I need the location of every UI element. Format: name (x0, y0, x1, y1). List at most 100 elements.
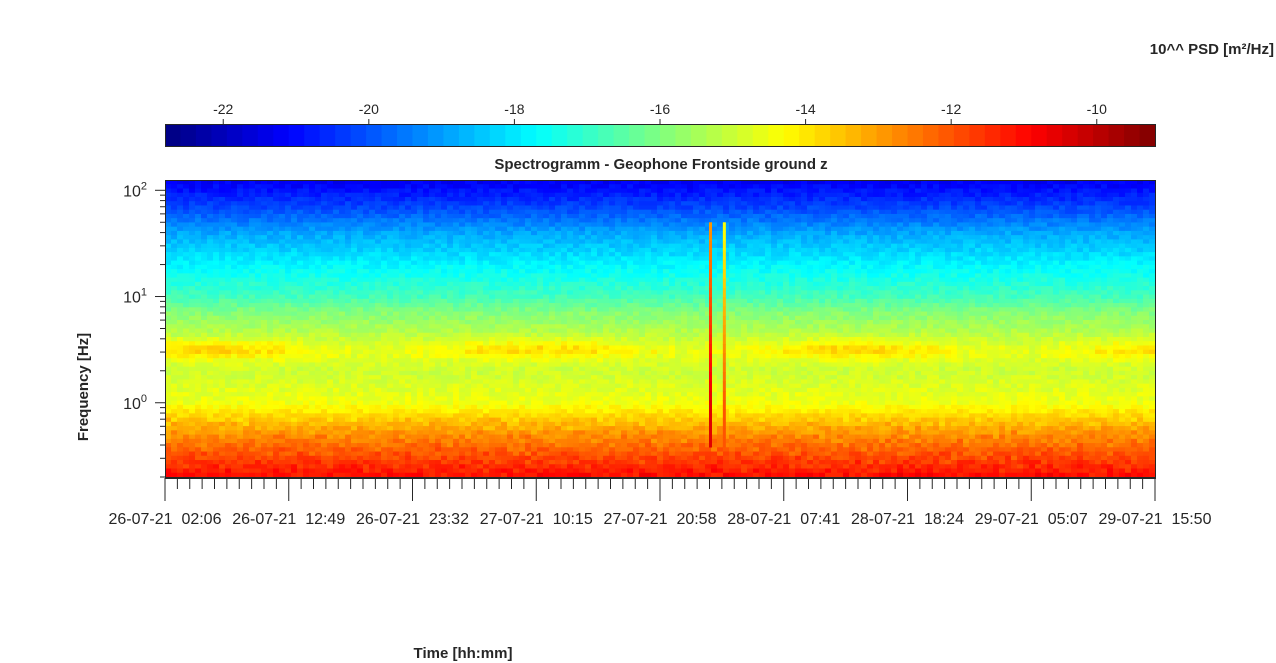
spectrogram-cell (675, 226, 682, 232)
spectrogram-cell (633, 286, 640, 291)
spectrogram-cell (1137, 298, 1144, 304)
spectrogram-cell (729, 230, 736, 236)
spectrogram-cell (1137, 188, 1144, 194)
spectrogram-cell (219, 277, 226, 283)
spectrogram-cell (693, 222, 700, 228)
spectrogram-cell (285, 260, 292, 266)
spectrogram-cell (825, 303, 832, 308)
spectrogram-cell (807, 205, 814, 211)
spectrogram-cell (249, 239, 256, 245)
spectrogram-cell (915, 230, 922, 236)
spectrogram-cell (639, 222, 646, 228)
spectrogram-cell (681, 273, 688, 279)
spectrogram-cell (597, 201, 604, 206)
spectrogram-cell (855, 188, 862, 194)
spectrogram-cell (399, 230, 406, 236)
spectrogram-cell (783, 281, 790, 287)
spectrogram-cell (399, 196, 406, 202)
spectrogram-cell (909, 180, 916, 185)
spectrogram-cell (231, 235, 238, 240)
spectrogram-cell (669, 239, 676, 245)
spectrogram-cell (693, 247, 700, 253)
spectrogram-cell (1047, 286, 1054, 291)
spectrogram-cell (855, 269, 862, 274)
spectrogram-cell (663, 256, 670, 262)
spectrogram-cell (615, 226, 622, 232)
spectrogram-cell (867, 192, 874, 198)
spectrogram-cell (249, 218, 256, 223)
spectrogram-cell (897, 196, 904, 202)
spectrogram-cell (1059, 243, 1066, 249)
spectrogram-cell (249, 222, 256, 228)
spectrogram-cell (237, 230, 244, 236)
spectrogram-cell (801, 235, 808, 240)
spectrogram-cell (639, 239, 646, 245)
spectrogram-cell (357, 239, 364, 245)
spectrogram-cell (1149, 256, 1156, 262)
spectrogram-cell (549, 247, 556, 253)
spectrogram-cell (981, 196, 988, 202)
spectrogram-cell (357, 273, 364, 279)
spectrogram-cell (837, 235, 844, 240)
spectrogram-cell (633, 243, 640, 249)
spectrogram-cell (951, 239, 958, 245)
spectrogram-cell (369, 192, 376, 198)
spectrogram-cell (1035, 184, 1042, 189)
spectrogram-cell (165, 286, 172, 291)
spectrogram-cell (699, 180, 706, 185)
spectrogram-cell (1131, 209, 1138, 215)
spectrogram-cell (627, 235, 634, 240)
spectrogram-cell (789, 260, 796, 266)
spectrogram-cell (651, 192, 658, 198)
spectrogram-cell (1035, 286, 1042, 291)
spectrogram-cell (375, 230, 382, 236)
spectrogram-cell (519, 269, 526, 274)
spectrogram-cell (459, 180, 466, 185)
spectrogram-cell (567, 188, 574, 194)
spectrogram-cell (1143, 247, 1150, 253)
spectrogram-cell (891, 252, 898, 257)
spectrogram-cell (189, 222, 196, 228)
spectrogram-cell (717, 303, 724, 308)
spectrogram-cell (315, 230, 322, 236)
spectrogram-cell (723, 188, 730, 194)
spectrogram-cell (405, 264, 412, 270)
spectrogram-cell (597, 247, 604, 253)
spectrogram-cell (861, 247, 868, 253)
spectrogram-cell (603, 205, 610, 211)
spectrogram-cell (285, 226, 292, 232)
spectrogram-cell (1017, 201, 1024, 206)
spectrogram-cell (879, 303, 886, 308)
spectrogram-cell (801, 277, 808, 283)
spectrogram-cell (513, 294, 520, 300)
spectrogram-cell (807, 252, 814, 257)
spectrogram-cell (687, 201, 694, 206)
spectrogram-cell (765, 201, 772, 206)
spectrogram-cell (405, 239, 412, 245)
spectrogram-cell (489, 205, 496, 211)
spectrogram-cell (1023, 286, 1030, 291)
spectrogram-cell (417, 290, 424, 296)
spectrogram-cell (507, 252, 514, 257)
spectrogram-cell (1047, 298, 1054, 304)
spectrogram-cell (987, 235, 994, 240)
spectrogram-cell (507, 303, 514, 308)
spectrogram-cell (399, 298, 406, 304)
spectrogram-cell (363, 281, 370, 287)
spectrogram-cell (255, 218, 262, 223)
spectrogram-cell (825, 209, 832, 215)
spectrogram-cell (411, 213, 418, 219)
spectrogram-cell (855, 298, 862, 304)
spectrogram-cell (1083, 226, 1090, 232)
spectrogram-cell (525, 235, 532, 240)
spectrogram-cell (891, 209, 898, 215)
spectrogram-cell (561, 243, 568, 249)
spectrogram-cell (225, 222, 232, 228)
spectrogram-cell (267, 209, 274, 215)
spectrogram-cell (213, 243, 220, 249)
spectrogram-cell (1035, 260, 1042, 266)
spectrogram-cell (465, 277, 472, 283)
spectrogram-cell (525, 281, 532, 287)
spectrogram-cell (615, 269, 622, 274)
spectrogram-cell (585, 213, 592, 219)
